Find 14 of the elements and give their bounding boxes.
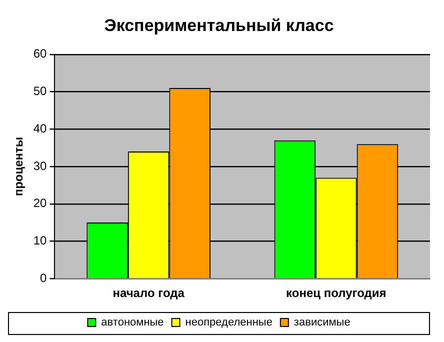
x-tick-label: конец полугодия: [286, 286, 386, 300]
y-tick-label: 60: [33, 46, 48, 61]
y-tick-label: 0: [40, 270, 48, 285]
chart-title: Экспериментальный класс: [104, 16, 334, 35]
y-tick-label: 50: [33, 84, 48, 98]
legend-label: неопределенные: [185, 316, 272, 329]
legend-label: автономные: [101, 316, 164, 329]
x-tick-label: начало года: [112, 286, 185, 300]
y-tick-label: 10: [33, 234, 48, 248]
y-axis-title: проценты: [12, 136, 26, 196]
y-tick-label: 30: [33, 158, 48, 173]
y-tick-label: 20: [33, 196, 48, 210]
legend-label: зависимые: [294, 316, 350, 329]
y-tick-label: 40: [33, 121, 48, 136]
